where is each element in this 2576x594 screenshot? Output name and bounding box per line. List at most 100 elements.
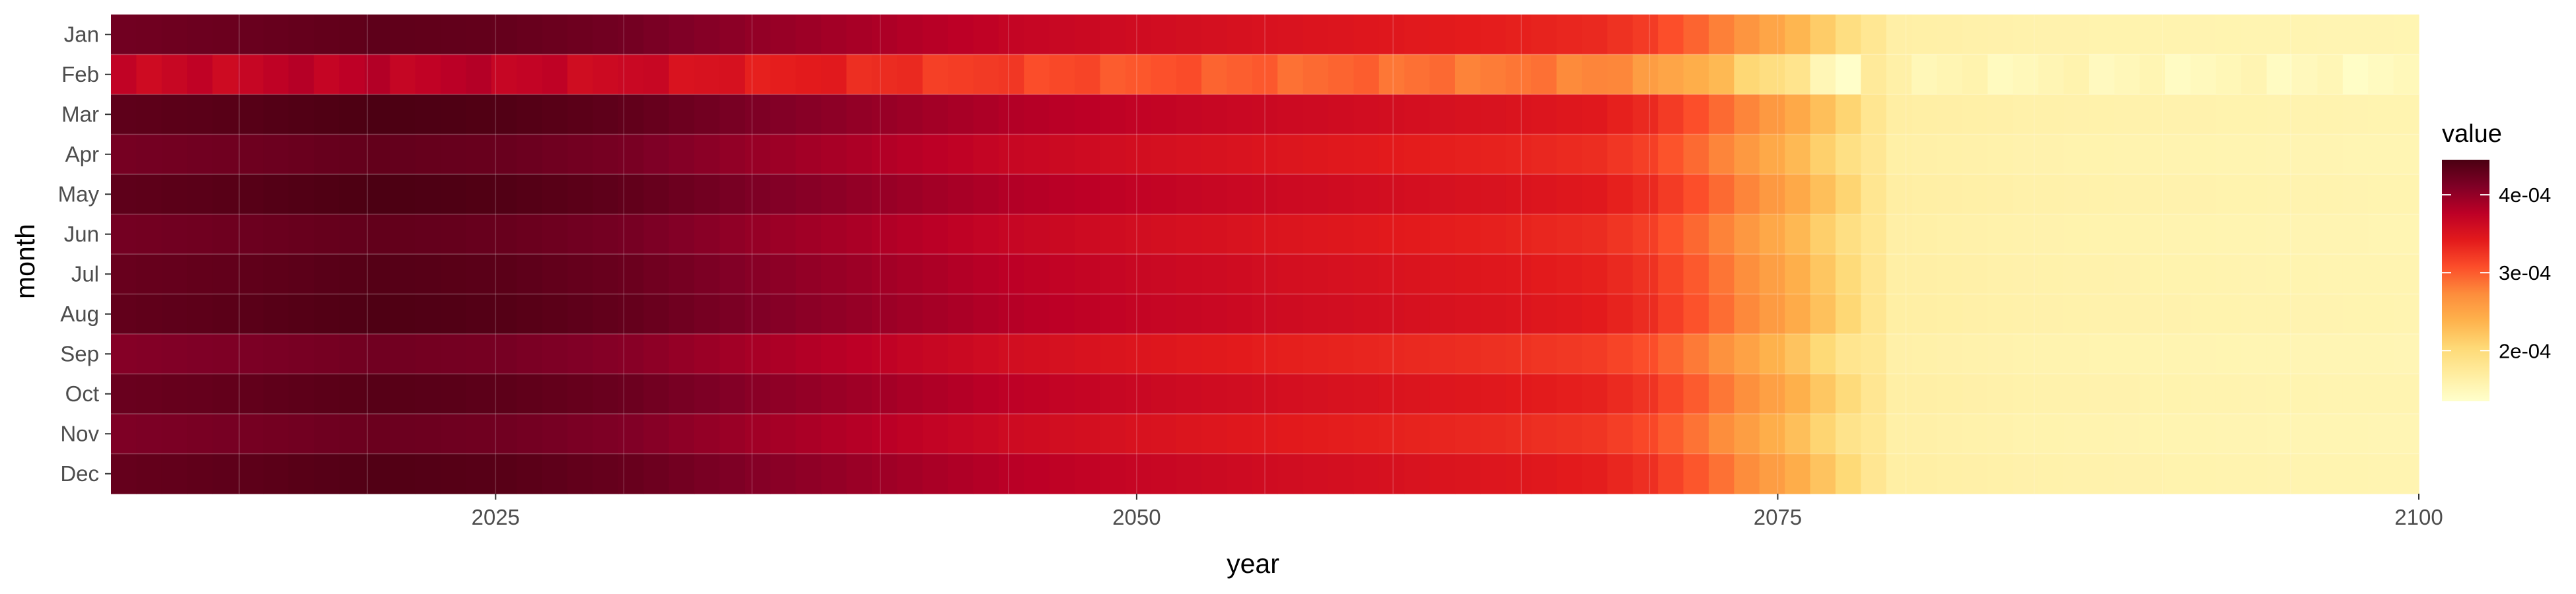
heatmap-cell — [973, 374, 999, 414]
heatmap-cell — [263, 414, 289, 455]
heatmap-cell — [1353, 15, 1380, 55]
heatmap-cell — [339, 134, 365, 175]
heatmap-cell — [1201, 134, 1228, 175]
heatmap-cell — [719, 134, 746, 175]
heatmap-cell — [187, 414, 213, 455]
heatmap-cell — [339, 374, 365, 414]
heatmap-cell — [770, 453, 797, 494]
heatmap-cell — [288, 334, 314, 375]
y-axis-ticks: Jan Feb Mar Apr May Jun Jul Aug Sep Oct Nov Dec — [58, 22, 111, 486]
heatmap-cell — [871, 294, 898, 335]
heatmap-cell — [542, 94, 568, 135]
heatmap-cell — [922, 134, 948, 175]
y-axis-title: month — [10, 224, 40, 299]
heatmap-cell — [1505, 94, 1532, 135]
heatmap-cell — [1227, 453, 1253, 494]
heatmap-cell — [1556, 94, 1583, 135]
heatmap-cell — [1581, 134, 1608, 175]
heatmap-cell — [2241, 453, 2268, 494]
heatmap-cell — [897, 15, 923, 55]
heatmap-cell — [1075, 374, 1101, 414]
heatmap-cell — [263, 254, 289, 295]
heatmap-cell — [542, 453, 568, 494]
heatmap-cell — [1759, 174, 1785, 215]
heatmap-cell — [2317, 334, 2343, 375]
heatmap-cell — [1100, 334, 1126, 375]
heatmap-cell — [441, 254, 467, 295]
heatmap-cell — [1556, 15, 1583, 55]
heatmap-cell — [1201, 254, 1228, 295]
heatmap-cell — [1176, 214, 1202, 255]
heatmap-cell — [948, 334, 974, 375]
heatmap-cell — [1912, 374, 1938, 414]
heatmap-cell — [1531, 54, 1557, 95]
heatmap-cell — [1201, 294, 1228, 335]
heatmap-cell — [339, 414, 365, 455]
heatmap-cell — [1480, 94, 1507, 135]
heatmap-cell — [1277, 294, 1304, 335]
heatmap-cell — [263, 15, 289, 55]
heatmap-cell — [1404, 134, 1431, 175]
heatmap-cell — [1227, 15, 1253, 55]
heatmap-cell — [1277, 453, 1304, 494]
heatmap-cell — [1125, 453, 1151, 494]
heatmap-cell — [668, 214, 695, 255]
heatmap-cell — [187, 374, 213, 414]
heatmap-cell — [1100, 94, 1126, 135]
heatmap-cell — [2368, 214, 2394, 255]
heatmap-cell — [922, 374, 948, 414]
heatmap-cell — [1277, 374, 1304, 414]
heatmap-cell — [821, 453, 847, 494]
heatmap-cell — [1454, 294, 1481, 335]
heatmap-cell — [1252, 15, 1278, 55]
heatmap-cell — [263, 94, 289, 135]
heatmap-cell — [466, 214, 492, 255]
y-tick-label: May — [58, 182, 100, 206]
heatmap-cell — [1658, 134, 1684, 175]
heatmap-cell — [415, 334, 441, 375]
heatmap-cell — [263, 453, 289, 494]
heatmap-cell — [1912, 94, 1938, 135]
heatmap-cell — [2317, 134, 2343, 175]
heatmap-cell — [2190, 174, 2217, 215]
heatmap-cell — [111, 94, 137, 135]
heatmap-cell — [2063, 174, 2090, 215]
heatmap-cell — [2266, 134, 2293, 175]
heatmap-cell — [415, 374, 441, 414]
heatmap-cell — [441, 174, 467, 215]
heatmap-cell — [1378, 214, 1405, 255]
heatmap-cell — [2063, 214, 2090, 255]
heatmap-cell — [1683, 214, 1709, 255]
heatmap-cell — [466, 374, 492, 414]
heatmap-cell — [1353, 174, 1380, 215]
heatmap-cell — [567, 294, 594, 335]
heatmap-cell — [567, 374, 594, 414]
heatmap-cell — [643, 294, 670, 335]
heatmap-cell — [1252, 453, 1278, 494]
heatmap-cell — [1810, 334, 1836, 375]
heatmap-cell — [390, 54, 416, 95]
heatmap-cell — [1734, 94, 1760, 135]
heatmap-cell — [415, 294, 441, 335]
heatmap-cell — [770, 174, 797, 215]
heatmap-cell — [517, 334, 543, 375]
heatmap-cell — [314, 334, 340, 375]
heatmap-cell — [517, 254, 543, 295]
heatmap-cell — [1886, 414, 1912, 455]
heatmap-cell — [1328, 374, 1354, 414]
heatmap-cell — [795, 214, 822, 255]
heatmap-cell — [1024, 254, 1050, 295]
heatmap-cell — [719, 374, 746, 414]
heatmap-cell — [2013, 134, 2039, 175]
heatmap-cell — [314, 15, 340, 55]
heatmap-cell — [542, 414, 568, 455]
heatmap-cell — [1835, 214, 1861, 255]
heatmap-cell — [415, 54, 441, 95]
heatmap-cell — [2013, 334, 2039, 375]
heatmap-cell — [466, 15, 492, 55]
heatmap-cell — [390, 334, 416, 375]
heatmap-cell — [2114, 94, 2141, 135]
heatmap-cell — [1075, 214, 1101, 255]
heatmap-cell — [973, 214, 999, 255]
heatmap-cell — [821, 174, 847, 215]
